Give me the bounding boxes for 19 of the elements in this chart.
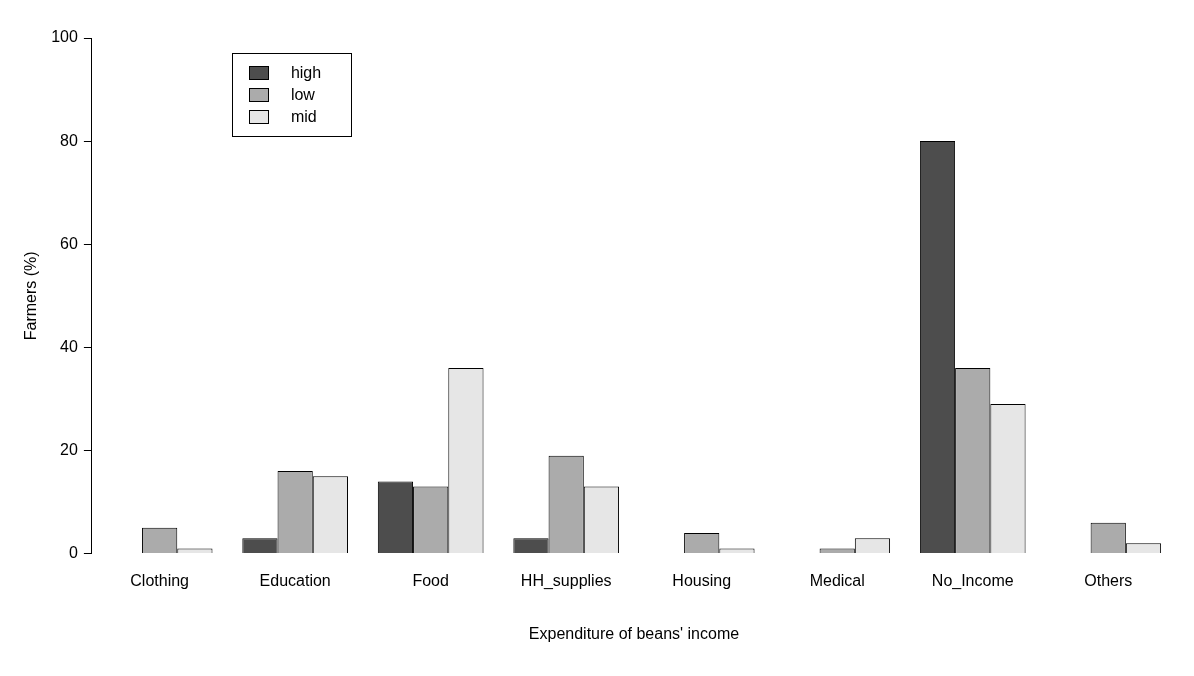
x-tick-label: No_Income bbox=[931, 571, 1014, 590]
x-tick-label: Others bbox=[1084, 571, 1133, 589]
y-tick-label: 0 bbox=[68, 544, 78, 562]
y-tick-label: 60 bbox=[60, 234, 78, 252]
legend-label: mid bbox=[290, 107, 317, 127]
y-tick-label: 20 bbox=[60, 440, 78, 458]
y-tick-label: 80 bbox=[60, 131, 78, 149]
x-tick-label: HH_supplies bbox=[520, 571, 612, 590]
x-tick-label: Clothing bbox=[130, 571, 189, 589]
legend-label: low bbox=[290, 85, 315, 105]
legend-label: high bbox=[290, 63, 322, 83]
x-axis-title: Expenditure of beans' income bbox=[528, 624, 740, 642]
x-tick-label: Food bbox=[412, 571, 449, 589]
y-axis-title: Farmers (%) bbox=[22, 251, 40, 341]
x-tick-label: Education bbox=[259, 571, 331, 589]
y-tick-label: 100 bbox=[51, 28, 78, 46]
y-tick-label: 40 bbox=[60, 337, 78, 355]
x-tick-label: Medical bbox=[809, 571, 865, 589]
x-tick-label: Housing bbox=[672, 571, 732, 589]
